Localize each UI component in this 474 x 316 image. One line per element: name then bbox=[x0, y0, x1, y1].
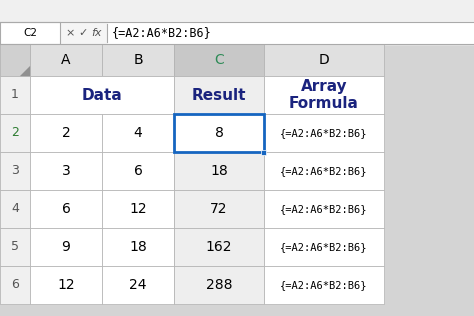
Bar bbox=[0, 76, 30, 114]
Text: ✓: ✓ bbox=[78, 28, 87, 38]
Text: 5: 5 bbox=[11, 240, 19, 253]
Bar bbox=[264, 76, 384, 114]
Bar bbox=[264, 152, 384, 190]
Text: 9: 9 bbox=[62, 240, 71, 254]
Bar bbox=[264, 228, 384, 266]
Bar bbox=[264, 44, 384, 76]
Text: 18: 18 bbox=[129, 240, 147, 254]
Bar bbox=[264, 114, 384, 152]
Bar bbox=[264, 266, 384, 304]
Text: Formula: Formula bbox=[289, 95, 359, 111]
Bar bbox=[30, 76, 174, 114]
Bar bbox=[174, 152, 264, 190]
Bar bbox=[174, 228, 264, 266]
Text: D: D bbox=[319, 53, 329, 67]
Bar bbox=[0, 228, 30, 266]
Text: 2: 2 bbox=[11, 126, 19, 139]
Text: 1: 1 bbox=[11, 88, 19, 101]
Text: 3: 3 bbox=[62, 164, 70, 178]
Text: 162: 162 bbox=[206, 240, 232, 254]
Text: fx: fx bbox=[91, 28, 101, 38]
Bar bbox=[30, 190, 102, 228]
Text: 4: 4 bbox=[134, 126, 142, 140]
Text: 18: 18 bbox=[210, 164, 228, 178]
Bar bbox=[0, 152, 30, 190]
Bar bbox=[30, 114, 102, 152]
Text: ×: × bbox=[65, 28, 74, 38]
Text: {=A2:A6*B2:B6}: {=A2:A6*B2:B6} bbox=[280, 166, 368, 176]
Bar bbox=[174, 190, 264, 228]
Bar bbox=[174, 266, 264, 304]
Bar bbox=[102, 190, 174, 228]
Bar bbox=[174, 114, 264, 152]
Text: 288: 288 bbox=[206, 278, 232, 292]
Bar bbox=[102, 114, 174, 152]
Text: {=A2:A6*B2:B6}: {=A2:A6*B2:B6} bbox=[280, 280, 368, 290]
Bar bbox=[102, 266, 174, 304]
Text: 6: 6 bbox=[11, 278, 19, 291]
Text: {=A2:A6*B2:B6}: {=A2:A6*B2:B6} bbox=[280, 242, 368, 252]
Text: Data: Data bbox=[82, 88, 122, 102]
Text: 12: 12 bbox=[57, 278, 75, 292]
Bar bbox=[0, 22, 60, 44]
Text: 6: 6 bbox=[62, 202, 71, 216]
Text: Result: Result bbox=[192, 88, 246, 102]
Bar bbox=[0, 114, 30, 152]
Text: C: C bbox=[214, 53, 224, 67]
Text: 3: 3 bbox=[11, 165, 19, 178]
Text: 24: 24 bbox=[129, 278, 147, 292]
Text: 72: 72 bbox=[210, 202, 228, 216]
Bar bbox=[262, 149, 266, 155]
Bar bbox=[30, 228, 102, 266]
Text: 2: 2 bbox=[62, 126, 70, 140]
Polygon shape bbox=[20, 66, 30, 76]
Text: {=A2:A6*B2:B6}: {=A2:A6*B2:B6} bbox=[280, 204, 368, 214]
Bar bbox=[174, 114, 264, 152]
Text: 4: 4 bbox=[11, 203, 19, 216]
Text: A: A bbox=[61, 53, 71, 67]
Text: 12: 12 bbox=[129, 202, 147, 216]
Text: {=A2:A6*B2:B6}: {=A2:A6*B2:B6} bbox=[112, 27, 212, 40]
Bar bbox=[30, 44, 102, 76]
Bar bbox=[174, 44, 264, 76]
Text: {=A2:A6*B2:B6}: {=A2:A6*B2:B6} bbox=[280, 128, 368, 138]
Bar bbox=[0, 190, 30, 228]
Text: Array: Array bbox=[301, 80, 347, 94]
Bar bbox=[102, 228, 174, 266]
Text: 8: 8 bbox=[215, 126, 223, 140]
Text: C2: C2 bbox=[23, 28, 37, 38]
Text: 6: 6 bbox=[134, 164, 143, 178]
Bar bbox=[30, 266, 102, 304]
Bar bbox=[30, 152, 102, 190]
Bar bbox=[102, 44, 174, 76]
Bar bbox=[102, 152, 174, 190]
Text: B: B bbox=[133, 53, 143, 67]
Bar bbox=[264, 190, 384, 228]
Bar bbox=[0, 44, 30, 76]
Bar bbox=[0, 266, 30, 304]
Bar bbox=[174, 76, 264, 114]
